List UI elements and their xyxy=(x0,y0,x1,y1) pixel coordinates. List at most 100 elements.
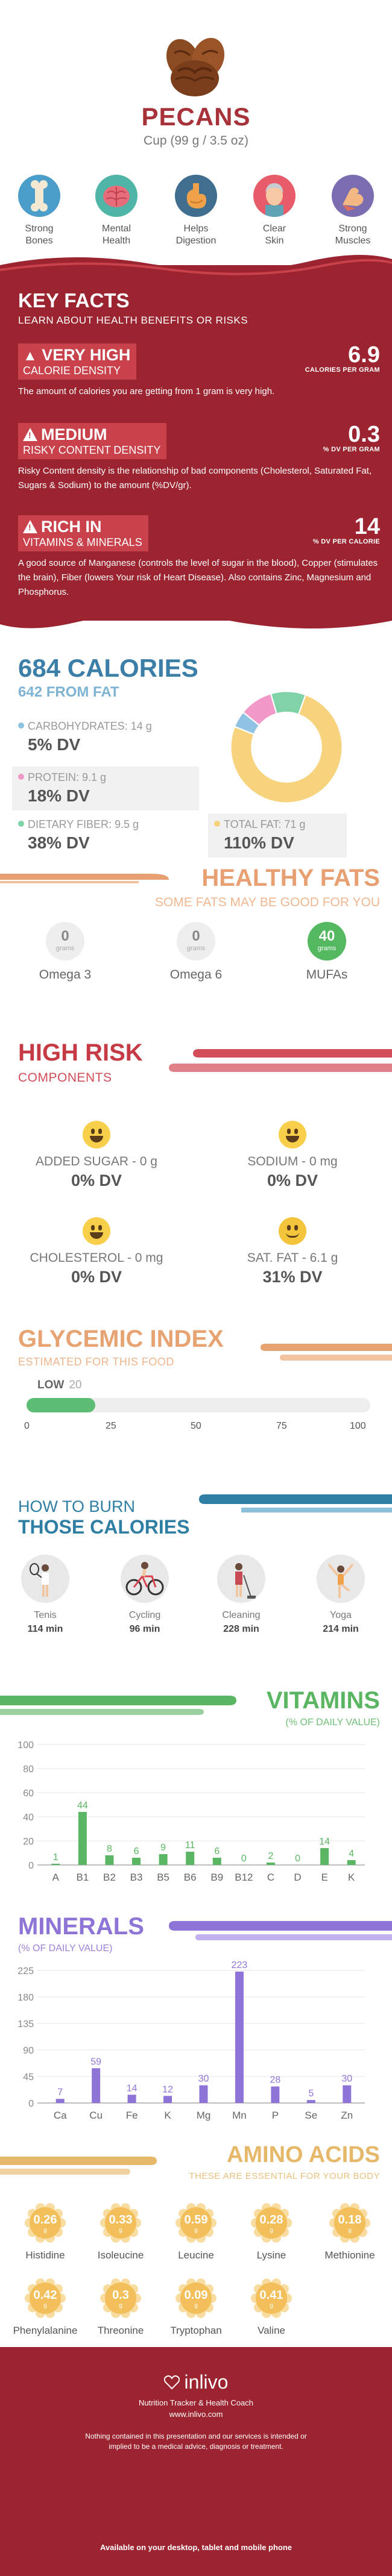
amino-name: Valine xyxy=(258,2325,285,2336)
brand-url[interactable]: www.inlivo.com xyxy=(169,2410,223,2419)
glycemic-tick: 0 xyxy=(24,1421,30,1431)
x-tick-label: B6 xyxy=(184,1872,197,1883)
bar-value-label: 6 xyxy=(214,1846,220,1857)
activity-minutes: 114 min xyxy=(27,1624,63,1634)
x-tick-label: B12 xyxy=(235,1872,253,1883)
amino-name: Methionine xyxy=(324,2249,375,2261)
bar-value-label: 7 xyxy=(57,2087,63,2098)
minerals-bar-chart: 225 180 135 90 45 0 7 Ca 59 Cu 14 Fe 12 K 30 Mg 223 Mn 28 P… xyxy=(17,1960,365,2121)
risk-name: SODIUM - 0 mg xyxy=(247,1155,338,1168)
x-tick-label: E xyxy=(321,1872,327,1883)
amino-unit: g xyxy=(194,2302,198,2309)
macro-name: TOTAL FAT: 71 g xyxy=(224,818,306,830)
glycemic-index-section: GLYCEMIC INDEX ESTIMATED FOR THIS FOOD L… xyxy=(0,1314,392,1476)
rich-value-box: 14 % DV PER CALORIE xyxy=(313,515,380,545)
rich-level: RICH IN xyxy=(41,518,102,536)
activity-name: Tenis xyxy=(34,1610,57,1620)
amino-badge: 0.42 g xyxy=(25,2278,66,2319)
amino-acid-item: 0.09 g Tryptophan xyxy=(160,2278,232,2337)
legend-dot xyxy=(18,821,24,827)
amino-unit: g xyxy=(43,2302,47,2309)
risky-value: 0.3 xyxy=(348,422,380,447)
risk-name: CHOLESTEROL - 0 mg xyxy=(30,1251,163,1265)
benefit-label: Strong xyxy=(25,224,54,234)
activity-name: Cleaning xyxy=(222,1610,261,1620)
vitamins-title: VITAMINS xyxy=(266,1687,380,1714)
flame-icon: ▲ xyxy=(23,348,37,364)
x-tick-label: Se xyxy=(305,2110,317,2121)
key-facts-title: KEY FACTS xyxy=(18,289,130,312)
bar-value-label: 9 xyxy=(160,1843,166,1853)
amino-acid-item: 0.28 g Lysine xyxy=(235,2202,308,2261)
benefit-label: Health xyxy=(102,236,131,246)
fat-value: 0 xyxy=(61,928,69,944)
benefit-label: Skin xyxy=(265,236,284,246)
risky-unit: % DV PER GRAM xyxy=(323,446,380,453)
calories-title: 684 CALORIES xyxy=(18,654,198,682)
bar xyxy=(92,2068,101,2103)
legend-dot xyxy=(18,722,24,729)
x-tick-label: D xyxy=(294,1872,301,1883)
macro-name: CARBOHYDRATES: 14 g xyxy=(28,720,152,732)
pecan-image xyxy=(166,37,225,96)
activity-name: Yoga xyxy=(330,1610,352,1620)
bar-value-label: 44 xyxy=(77,1800,88,1811)
risky-content-fact: MEDIUM RISKY CONTENT DENSITY 0.3 % DV PE… xyxy=(18,423,380,493)
amino-value: 0.42 xyxy=(33,2289,57,2302)
rich-description: A good source of Manganese (controls the… xyxy=(18,558,378,597)
benefits-row: Strong Bones Mental Health Helps Digestion … xyxy=(0,175,392,259)
risk-dv: 0% DV xyxy=(71,1268,122,1286)
rich-in-tag: RICH IN VITAMINS & MINERALS xyxy=(18,515,148,551)
risky-content-tag: MEDIUM RISKY CONTENT DENSITY xyxy=(18,423,167,459)
calorie-value-box: 6.9 CALORIES PER GRAM xyxy=(305,343,380,374)
amino-acid-item: 0.3 g Threonine xyxy=(84,2278,157,2337)
bar-value-label: 14 xyxy=(319,1837,330,1847)
footer-section: inlivo Nutrition Tracker & Health Coach … xyxy=(0,2347,392,2576)
x-tick-label: B1 xyxy=(76,1872,89,1883)
minerals-subtitle: (% OF DAILY VALUE) xyxy=(18,1943,113,1954)
risk-name: SAT. FAT - 6.1 g xyxy=(247,1251,338,1265)
muscle-icon xyxy=(332,175,374,217)
amino-acid-item: 0.41 g Valine xyxy=(235,2278,308,2337)
amino-badge: 0.09 g xyxy=(175,2278,217,2319)
minerals-section: MINERALS (% OF DAILY VALUE) 225 180 135 90 4… xyxy=(0,1898,392,2136)
x-tick-label: Zn xyxy=(341,2110,353,2121)
amino-value: 0.09 xyxy=(184,2289,208,2302)
activity-minutes: 214 min xyxy=(323,1624,359,1634)
key-facts-subtitle: LEARN ABOUT HEALTH BENEFITS OR RISKS xyxy=(18,315,248,326)
x-tick-label: B3 xyxy=(130,1872,143,1883)
calories-section: 684 CALORIES 642 FROM FAT CARBOHYDRATES:… xyxy=(0,621,392,857)
macro-name: DIETARY FIBER: 9.5 g xyxy=(28,818,139,830)
benefit-clear-skin: Clear Skin xyxy=(241,175,308,247)
fat-name: MUFAs xyxy=(306,968,348,982)
amino-value: 0.26 xyxy=(33,2213,57,2227)
risky-label: RISKY CONTENT DENSITY xyxy=(23,444,161,456)
bar xyxy=(347,1860,356,1865)
y-tick-label: 20 xyxy=(23,1837,34,1847)
heart-icon xyxy=(163,2375,180,2390)
amino-badge: 0.3 g xyxy=(100,2278,141,2319)
amino-acids-title: AMINO ACIDS xyxy=(226,2142,380,2167)
amino-acids-subtitle: THESE ARE ESSENTIAL FOR YOUR BODY xyxy=(189,2171,380,2181)
amino-value: 0.33 xyxy=(109,2213,133,2227)
face-icon xyxy=(253,175,296,217)
bar-value-label: 28 xyxy=(270,2075,280,2086)
burn-title-line2: THOSE CALORIES xyxy=(18,1516,190,1538)
amino-name: Isoleucine xyxy=(97,2249,144,2261)
macro-name: PROTEIN: 9.1 g xyxy=(28,771,107,783)
macro-donut-chart xyxy=(230,691,343,804)
bar-value-label: 4 xyxy=(349,1849,354,1859)
donut-slice xyxy=(270,691,307,716)
y-tick-label: 40 xyxy=(23,1813,34,1823)
glycemic-value: 20 xyxy=(69,1379,82,1391)
macro-protein: PROTEIN: 9.1 g 18% DV xyxy=(12,766,199,810)
x-tick-label: B5 xyxy=(157,1872,169,1883)
amino-acid-item: 0.42 g Phenylalanine xyxy=(9,2278,81,2337)
bar-value-label: 0 xyxy=(295,1854,300,1864)
decorative-wave xyxy=(169,1049,392,1072)
decorative-wave xyxy=(261,1344,392,1361)
amino-name: Histidine xyxy=(25,2249,65,2261)
glycemic-subtitle: ESTIMATED FOR THIS FOOD xyxy=(18,1356,174,1368)
fat-unit: grams xyxy=(317,945,337,952)
amino-name: Lysine xyxy=(256,2249,286,2261)
